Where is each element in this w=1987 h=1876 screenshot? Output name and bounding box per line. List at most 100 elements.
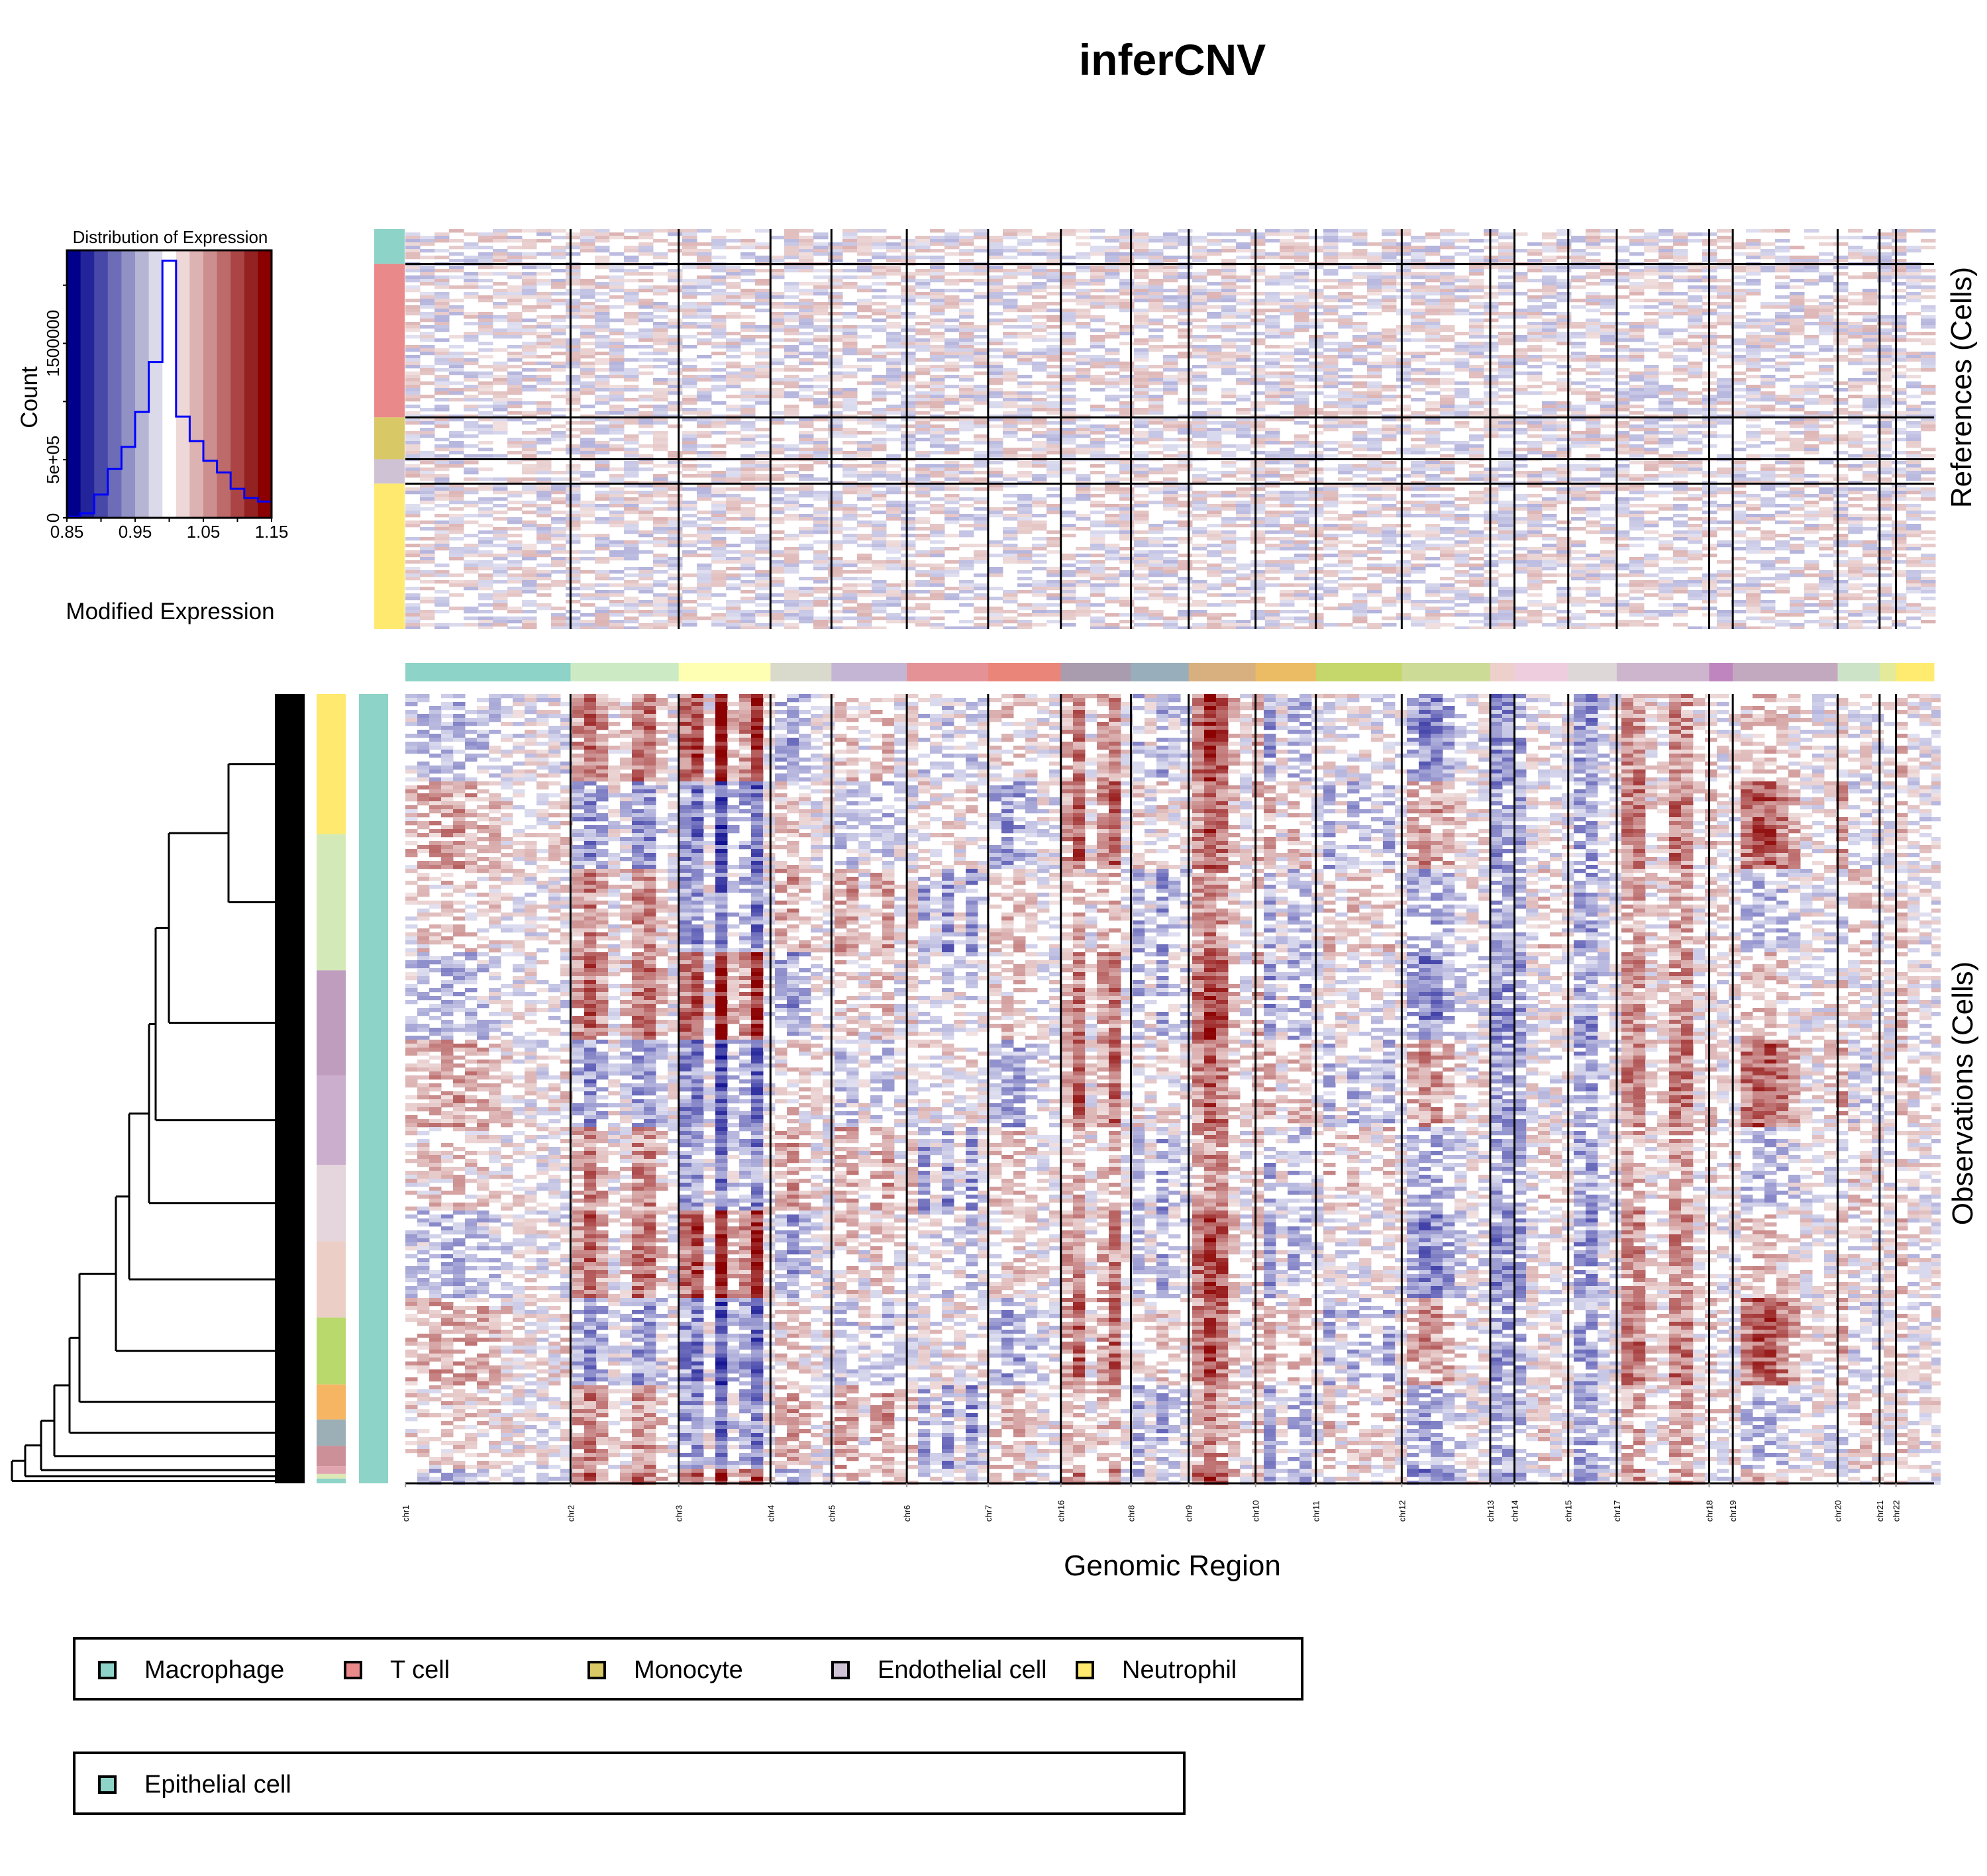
heatmap-cell (682, 438, 697, 442)
heatmap-cell (624, 378, 639, 382)
heatmap-cell (974, 355, 989, 359)
heatmap-cell (959, 481, 974, 485)
heatmap-cell (944, 352, 960, 356)
heatmap-cell (697, 378, 712, 382)
heatmap-cell (1105, 352, 1120, 356)
heatmap-cell (1163, 345, 1178, 349)
heatmap-cell (944, 246, 960, 250)
heatmap-cell (1119, 236, 1135, 240)
heatmap-cell (1250, 312, 1266, 316)
heatmap-cell (420, 266, 435, 270)
heatmap-cell (1513, 428, 1528, 432)
heatmap-cell (1921, 454, 1936, 458)
heatmap-cell (886, 246, 901, 250)
heatmap-cell (464, 282, 479, 286)
heatmap-cell (1644, 391, 1659, 395)
heatmap-cell (1600, 229, 1615, 233)
heatmap-cell (566, 312, 581, 316)
heatmap-cell (1629, 299, 1645, 303)
heatmap-cell (522, 319, 537, 322)
heatmap-cell (755, 355, 770, 359)
heatmap-cell (872, 325, 887, 329)
heatmap-cell (464, 338, 479, 342)
heatmap-cell (1673, 355, 1688, 359)
heatmap-cell (726, 385, 741, 389)
heatmap-cell (595, 328, 610, 332)
heatmap-cell (1250, 468, 1266, 471)
heatmap-cell (915, 418, 931, 422)
heatmap-cell (1046, 431, 1062, 435)
heatmap-cell (1862, 272, 1878, 276)
heatmap-cell (1207, 444, 1222, 448)
heatmap-cell (1688, 299, 1703, 303)
heatmap-cell (1148, 338, 1164, 342)
heatmap-cell (1760, 471, 1776, 475)
heatmap-cell (1833, 411, 1849, 415)
heatmap-cell (1425, 236, 1441, 240)
heatmap-cell (1454, 232, 1470, 236)
heatmap-cell (959, 388, 974, 392)
heatmap-cell (1513, 272, 1528, 276)
heatmap-cell (1221, 464, 1237, 468)
heatmap-cell (1017, 242, 1033, 246)
heatmap-cell (1046, 365, 1062, 369)
heatmap-cell (1760, 405, 1776, 409)
heatmap-cell (959, 335, 974, 339)
heatmap-cell (1804, 434, 1819, 438)
heatmap-cell (1178, 309, 1193, 313)
heatmap-cell (493, 484, 508, 488)
heatmap-cell (1862, 434, 1878, 438)
heatmap-cell (1848, 229, 1863, 233)
heatmap-cell (1571, 345, 1586, 349)
heatmap-cell (1076, 434, 1091, 438)
x-tick-label: 0.85 (50, 522, 84, 542)
heatmap-cell (1892, 352, 1907, 356)
heatmap-cell (944, 398, 960, 402)
heatmap-cell (930, 434, 945, 438)
heatmap-cell (493, 289, 508, 293)
heatmap-cell (507, 335, 523, 339)
heatmap-cell (1061, 338, 1076, 342)
heatmap-cell (872, 391, 887, 395)
heatmap-cell (1017, 319, 1033, 322)
heatmap-cell (1411, 428, 1426, 432)
heatmap-cell (1221, 365, 1237, 369)
heatmap-cell (1848, 252, 1863, 256)
heatmap-cell (1440, 338, 1455, 342)
heatmap-cell (1352, 418, 1368, 422)
heatmap-cell (740, 292, 756, 296)
heatmap-cell (1265, 471, 1280, 475)
heatmap-cell (988, 322, 1003, 326)
heatmap-cell (1731, 269, 1747, 273)
heatmap-cell (1046, 451, 1062, 455)
heatmap-cell (653, 292, 668, 296)
heatmap-cell (478, 365, 493, 369)
heatmap-cell (1367, 252, 1382, 256)
heatmap-cell (1615, 246, 1630, 250)
heatmap-cell (1615, 375, 1630, 379)
heatmap-cell (1527, 312, 1543, 316)
heatmap-cell (1411, 461, 1426, 465)
heatmap-cell (1629, 229, 1645, 233)
heatmap-cell (1600, 371, 1615, 375)
heatmap-cell (1061, 272, 1076, 276)
heatmap-cell (464, 428, 479, 432)
heatmap-cell (1090, 381, 1105, 385)
heatmap-cell (1717, 319, 1732, 322)
heatmap-cell (784, 325, 799, 329)
heatmap-cell (668, 285, 683, 289)
heatmap-cell (1105, 348, 1120, 352)
heatmap-cell (1600, 325, 1615, 329)
heatmap-cell (1513, 421, 1528, 425)
heatmap-cell (405, 362, 421, 366)
heatmap-cell (1571, 256, 1586, 260)
heatmap-cell (1076, 362, 1091, 366)
heatmap-cell (799, 398, 814, 402)
heatmap-cell (1119, 292, 1135, 296)
heatmap-cell (1236, 471, 1251, 475)
heatmap-cell (1775, 295, 1790, 299)
heatmap-cell (1717, 454, 1732, 458)
heatmap-cell (1323, 312, 1339, 316)
heatmap-cell (1280, 371, 1295, 375)
heatmap-cell (1819, 305, 1834, 309)
